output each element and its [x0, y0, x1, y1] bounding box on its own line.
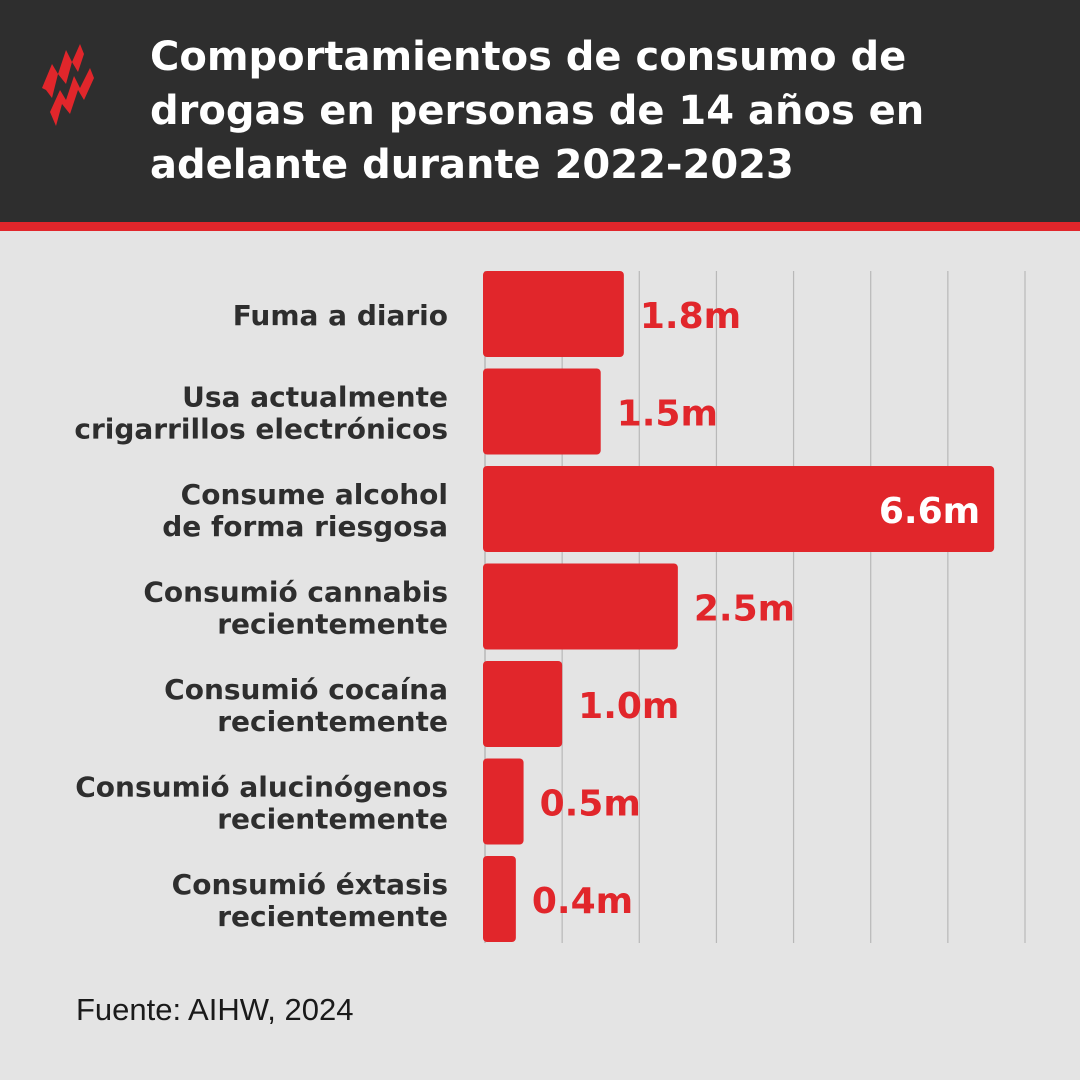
category-label: Consume alcohol [181, 478, 448, 511]
bar-layer [483, 271, 995, 942]
title-line-2: drogas en personas de 14 años en [150, 88, 925, 134]
category-label: recientemente [217, 705, 448, 738]
category-label: Consumió cannabis [143, 576, 448, 609]
data-label: 1.5m [617, 394, 718, 435]
bar [483, 856, 516, 942]
title-line-3: adelante durante 2022-2023 [150, 142, 794, 188]
category-label: Consumió alucinógenos [75, 771, 448, 804]
header-bar: Comportamientos de consumo de drogas en … [0, 0, 1080, 222]
header-accent-stripe [0, 222, 1080, 231]
bar [483, 758, 524, 845]
bar-chart: 1.8m Fuma a diario 1.5m Usa actualmentecrig… [74, 271, 1026, 943]
bar [483, 661, 563, 747]
bar [483, 466, 995, 552]
bar [483, 368, 601, 455]
category-label: de forma riesgosa [162, 510, 448, 543]
category-label: Consumió cocaína [164, 673, 448, 706]
sbs-logo-icon [42, 44, 94, 126]
data-label: 2.5m [694, 589, 795, 630]
bar [483, 563, 678, 650]
category-label: Fuma a diario [233, 299, 448, 332]
category-label: crigarrillos electrónicos [74, 413, 448, 446]
category-label: recientemente [217, 608, 448, 641]
category-label: recientemente [217, 900, 448, 933]
category-label: Consumió éxtasis [172, 868, 448, 901]
data-label: 1.0m [578, 686, 679, 727]
data-label: 0.5m [540, 784, 641, 825]
data-label: 6.6m [879, 491, 980, 532]
data-label: 1.8m [640, 296, 741, 337]
category-label: recientemente [217, 803, 448, 836]
page-title: Comportamientos de consumo de drogas en … [150, 30, 1060, 192]
data-label: 0.4m [532, 881, 633, 922]
bar [483, 271, 624, 357]
category-label: Usa actualmente [182, 381, 448, 414]
title-line-1: Comportamientos de consumo de [150, 34, 907, 80]
source-note: Fuente: AIHW, 2024 [76, 992, 354, 1027]
label-layer: 1.8m Fuma a diario 1.5m Usa actualmentecrig… [74, 296, 980, 933]
